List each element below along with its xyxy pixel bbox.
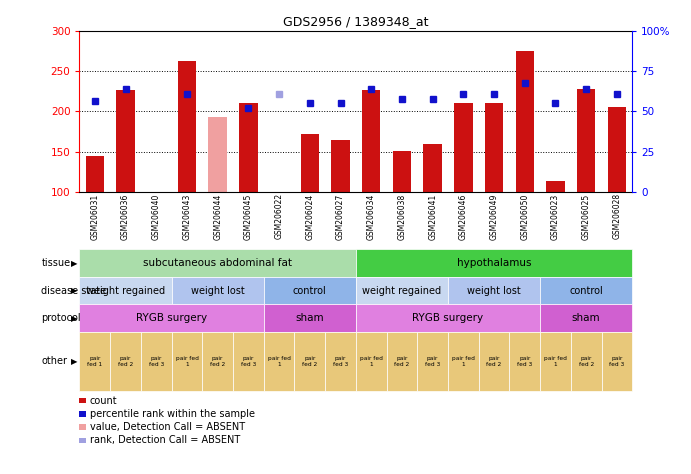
Bar xyxy=(577,89,596,192)
Bar xyxy=(116,90,135,192)
Text: weight regained: weight regained xyxy=(362,286,442,296)
Bar xyxy=(209,117,227,192)
Bar xyxy=(454,103,473,192)
Text: ▶: ▶ xyxy=(70,314,77,322)
Text: ▶: ▶ xyxy=(70,286,77,295)
Text: pair fed
1: pair fed 1 xyxy=(176,356,198,367)
Text: RYGB surgery: RYGB surgery xyxy=(136,313,207,323)
Text: RYGB surgery: RYGB surgery xyxy=(413,313,484,323)
Text: ▶: ▶ xyxy=(70,357,77,366)
Text: value, Detection Call = ABSENT: value, Detection Call = ABSENT xyxy=(90,422,245,432)
Text: pair
fed 1: pair fed 1 xyxy=(87,356,102,367)
Text: pair fed
1: pair fed 1 xyxy=(360,356,383,367)
Text: GDS2956 / 1389348_at: GDS2956 / 1389348_at xyxy=(283,15,428,28)
Text: pair
fed 2: pair fed 2 xyxy=(118,356,133,367)
Text: hypothalamus: hypothalamus xyxy=(457,258,531,268)
Bar xyxy=(86,156,104,192)
Bar xyxy=(547,182,565,192)
Bar xyxy=(301,134,319,192)
Text: other: other xyxy=(41,356,68,366)
Text: pair
fed 2: pair fed 2 xyxy=(302,356,317,367)
Text: pair
fed 2: pair fed 2 xyxy=(395,356,410,367)
Text: pair fed
1: pair fed 1 xyxy=(267,356,290,367)
Text: subcutaneous abdominal fat: subcutaneous abdominal fat xyxy=(143,258,292,268)
Text: weight lost: weight lost xyxy=(191,286,245,296)
Text: pair
fed 2: pair fed 2 xyxy=(486,356,502,367)
Text: control: control xyxy=(569,286,603,296)
Text: pair
fed 2: pair fed 2 xyxy=(578,356,594,367)
Text: tissue: tissue xyxy=(41,258,70,268)
Text: pair
fed 3: pair fed 3 xyxy=(149,356,164,367)
Text: pair
fed 2: pair fed 2 xyxy=(210,356,225,367)
Bar xyxy=(178,62,196,192)
Bar xyxy=(424,144,442,192)
Text: weight regained: weight regained xyxy=(86,286,165,296)
Text: disease state: disease state xyxy=(41,286,106,296)
Text: count: count xyxy=(90,395,117,406)
Text: pair
fed 3: pair fed 3 xyxy=(517,356,532,367)
Text: pair
fed 3: pair fed 3 xyxy=(425,356,440,367)
Text: rank, Detection Call = ABSENT: rank, Detection Call = ABSENT xyxy=(90,435,240,446)
Text: pair fed
1: pair fed 1 xyxy=(544,356,567,367)
Text: pair fed
1: pair fed 1 xyxy=(452,356,475,367)
Bar xyxy=(515,51,534,192)
Text: pair
fed 3: pair fed 3 xyxy=(609,356,625,367)
Bar xyxy=(331,140,350,192)
Text: percentile rank within the sample: percentile rank within the sample xyxy=(90,409,255,419)
Bar xyxy=(607,107,626,192)
Text: pair
fed 3: pair fed 3 xyxy=(240,356,256,367)
Bar xyxy=(392,151,411,192)
Text: sham: sham xyxy=(572,313,600,323)
Text: ▶: ▶ xyxy=(70,259,77,267)
Text: pair
fed 3: pair fed 3 xyxy=(333,356,348,367)
Bar xyxy=(362,91,381,192)
Text: weight lost: weight lost xyxy=(467,286,521,296)
Bar xyxy=(485,103,503,192)
Bar xyxy=(239,103,258,192)
Text: protocol: protocol xyxy=(41,313,81,323)
Text: sham: sham xyxy=(296,313,324,323)
Text: control: control xyxy=(293,286,327,296)
